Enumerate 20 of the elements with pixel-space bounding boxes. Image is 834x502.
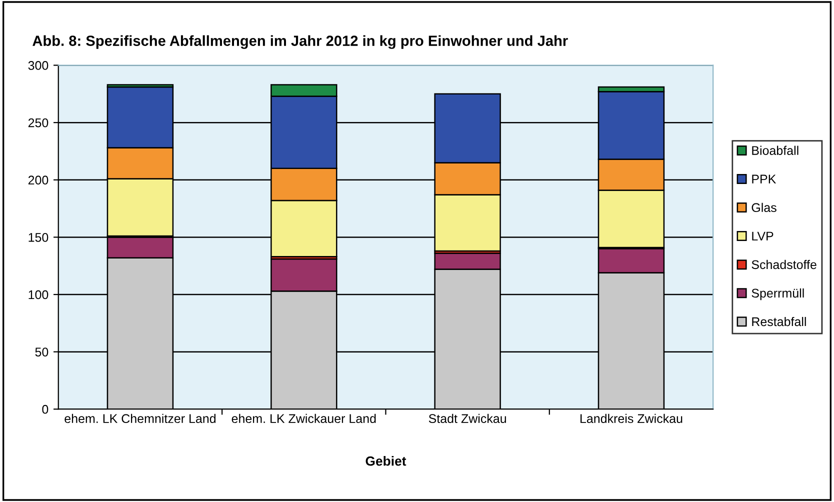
y-tick-label: 50 bbox=[35, 348, 48, 356]
y-tick-label: 0 bbox=[42, 404, 48, 414]
legend-label: Restabfall bbox=[752, 316, 806, 326]
legend-label: LVP bbox=[752, 232, 774, 240]
legend-label: PPK bbox=[752, 174, 776, 184]
y-tick-label: 100 bbox=[28, 290, 48, 300]
legend-label: Schadstoffe bbox=[752, 260, 816, 270]
x-tick-label: Landkreis Zwickau bbox=[580, 414, 682, 424]
legend-label: Bioabfall bbox=[752, 146, 798, 155]
y-tick-label: 200 bbox=[28, 176, 48, 185]
legend-label: Sperrmüll bbox=[752, 288, 804, 300]
x-tick-label: ehem. LK Chemnitzer Land bbox=[64, 414, 216, 424]
x-axis-title: Gebiet bbox=[366, 456, 406, 466]
chart-title: Abb. 8: Spezifische Abfallmengen im Jahr 2012 in kg pro Einwohner und Jahr bbox=[32, 35, 568, 49]
legend-label: Glas bbox=[752, 202, 776, 212]
y-tick-label: 300 bbox=[28, 61, 48, 70]
y-tick-label: 150 bbox=[28, 232, 48, 242]
x-tick-label: Stadt Zwickau bbox=[428, 414, 506, 424]
y-tick-label: 250 bbox=[28, 118, 48, 128]
x-tick-label: ehem. LK Zwickauer Land bbox=[232, 414, 376, 424]
